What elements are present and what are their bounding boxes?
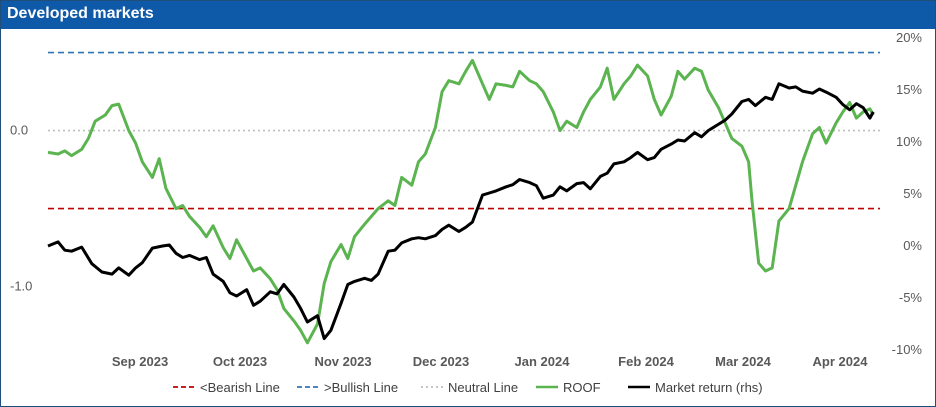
right-tick-label: 0%: [903, 238, 922, 253]
series-line-1: [47, 82, 875, 341]
x-tick-label: Jan 2024: [515, 354, 571, 369]
chart-header: Developed markets: [1, 1, 935, 29]
right-tick-label: -5%: [899, 290, 923, 305]
x-tick-label: Sep 2023: [112, 354, 168, 369]
left-tick-label: 0.0: [10, 123, 28, 138]
legend-label-4: Market return (rhs): [655, 380, 763, 395]
x-tick-label: Dec 2023: [413, 354, 469, 369]
x-tick-label: Nov 2023: [314, 354, 371, 369]
right-tick-label: 20%: [896, 30, 922, 45]
series-line-0: [47, 58, 875, 345]
right-tick-label: -10%: [892, 342, 923, 357]
legend-label-3: ROOF: [563, 380, 601, 395]
right-tick-label: 5%: [903, 186, 922, 201]
chart-title: Developed markets: [7, 5, 154, 22]
legend-label-0: <Bearish Line: [200, 380, 280, 395]
x-tick-label: Mar 2024: [715, 354, 771, 369]
legend-label-1: >Bullish Line: [324, 380, 398, 395]
x-tick-label: Oct 2023: [213, 354, 267, 369]
x-tick-label: Feb 2024: [618, 354, 674, 369]
right-tick-label: 15%: [896, 82, 922, 97]
left-tick-label: -1.0: [10, 279, 32, 294]
right-tick-label: 10%: [896, 134, 922, 149]
x-tick-label: Apr 2024: [813, 354, 869, 369]
legend-label-2: Neutral Line: [448, 380, 518, 395]
